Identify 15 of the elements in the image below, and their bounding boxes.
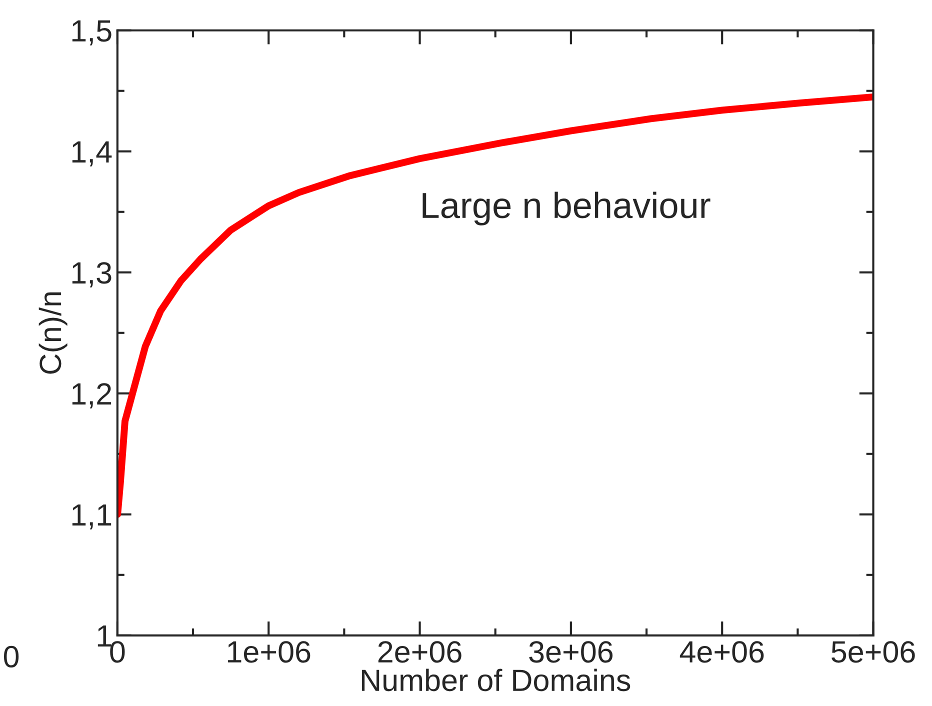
x-tick-label: 0: [110, 641, 125, 663]
y-tick-label: 1,1: [72, 504, 112, 530]
y-tick-label: 1,5: [72, 20, 112, 46]
x-tick-label: 1e+06: [228, 641, 310, 663]
x-tick-label: 4e+06: [680, 641, 764, 663]
annotation: Large n behaviour: [422, 192, 710, 226]
y-tick-label: 1: [98, 625, 112, 646]
x-axis-title: Number of Domains: [362, 668, 630, 692]
x-tick-label: 2e+06: [378, 641, 462, 663]
x-tick-label: 3e+06: [529, 641, 613, 663]
y-tick-label: 1,2: [72, 383, 112, 408]
x-tick-label: 5e+06: [832, 641, 915, 663]
y-tick-label: 1,4: [72, 141, 112, 166]
y-axis-title: C(n)/n: [38, 292, 68, 374]
y-tick-label: 1,3: [72, 262, 112, 288]
